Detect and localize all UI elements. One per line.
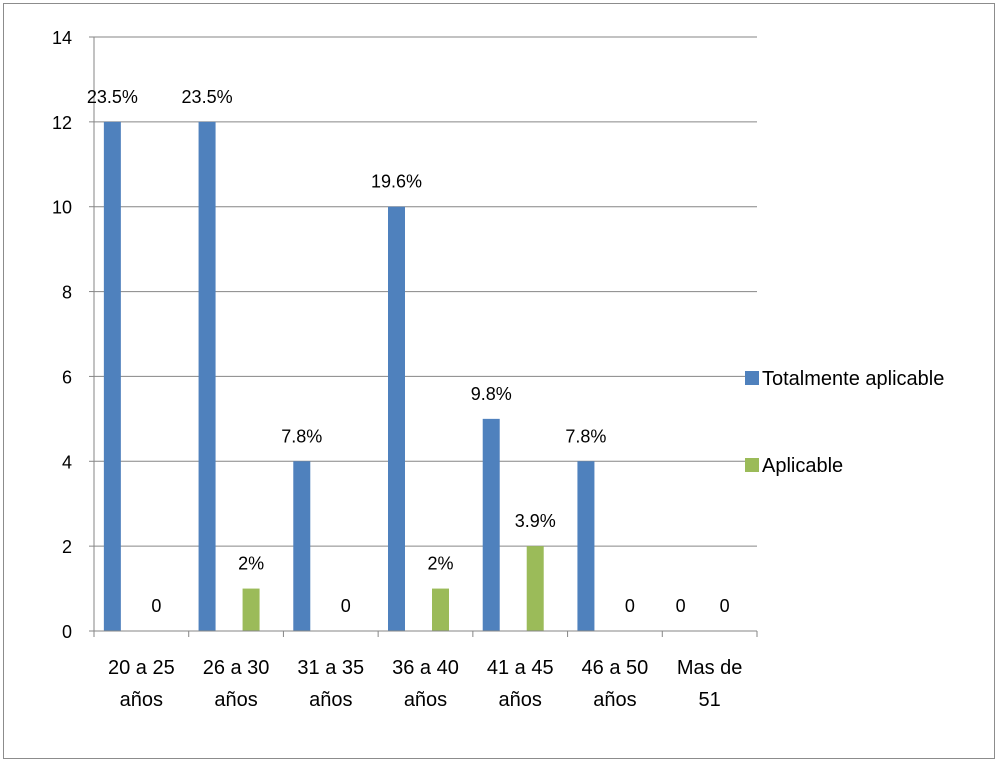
x-tick-label-line: 20 a 25 bbox=[108, 657, 175, 679]
data-label: 9.8% bbox=[471, 384, 512, 404]
x-tick-label-line: años bbox=[309, 689, 352, 711]
bar bbox=[242, 588, 260, 631]
legend: Totalmente aplicable Aplicable bbox=[745, 368, 944, 477]
bar bbox=[293, 461, 311, 631]
x-tick-label-line: 26 a 30 bbox=[203, 657, 270, 679]
y-tick-label: 6 bbox=[62, 367, 72, 387]
y-tick-label: 10 bbox=[52, 198, 72, 218]
y-tick-label: 8 bbox=[62, 283, 72, 303]
x-tick-label-line: Mas de bbox=[677, 657, 743, 679]
data-label: 2% bbox=[238, 554, 264, 574]
x-tick-label-line: 41 a 45 bbox=[487, 657, 554, 679]
y-tick-label: 12 bbox=[52, 113, 72, 133]
bars bbox=[103, 121, 595, 631]
gridlines bbox=[94, 36, 757, 547]
x-tick-label-line: años bbox=[120, 689, 163, 711]
legend-label: Totalmente aplicable bbox=[762, 368, 944, 390]
bar bbox=[526, 546, 544, 631]
bar bbox=[482, 418, 500, 631]
data-label: 0 bbox=[720, 596, 730, 616]
legend-swatch bbox=[745, 371, 759, 385]
x-tick-label-line: 46 a 50 bbox=[582, 657, 649, 679]
x-tick-label: 26 a 30 años bbox=[203, 657, 270, 711]
data-label: 7.8% bbox=[281, 426, 322, 446]
legend-label: Aplicable bbox=[762, 455, 843, 477]
data-labels: 23.5% 23.5% 7.8% 19.6% 9.8% 7.8% 0 0 2% 0 2% 3.9% 0 0 bbox=[87, 87, 730, 616]
x-tick-label: 31 a 35 años bbox=[297, 657, 364, 711]
x-tick-label-line: años bbox=[404, 689, 447, 711]
bar bbox=[432, 588, 449, 631]
chart-frame bbox=[3, 3, 995, 759]
bar bbox=[388, 206, 405, 631]
x-tick-label: 20 a 25 años bbox=[108, 657, 175, 711]
data-label: 7.8% bbox=[565, 426, 606, 446]
y-tick-label: 2 bbox=[62, 537, 72, 557]
data-label: 0 bbox=[341, 596, 351, 616]
data-label: 2% bbox=[427, 554, 453, 574]
y-tick-label: 4 bbox=[62, 452, 72, 472]
x-tick-label: 36 a 40 años bbox=[392, 657, 459, 711]
data-label: 23.5% bbox=[87, 87, 138, 107]
legend-swatch bbox=[745, 458, 759, 472]
x-tick-label-line: años bbox=[499, 689, 542, 711]
bar bbox=[198, 121, 216, 631]
x-tick-label: 46 a 50 años bbox=[582, 657, 649, 711]
x-tick-label-line: 31 a 35 bbox=[297, 657, 364, 679]
bar bbox=[103, 121, 121, 631]
x-tick-label: Mas de 51 bbox=[677, 657, 743, 711]
x-tick-label: 41 a 45 años bbox=[487, 657, 554, 711]
x-tick-label-line: años bbox=[593, 689, 636, 711]
x-tick-label-line: 36 a 40 bbox=[392, 657, 459, 679]
data-label: 23.5% bbox=[182, 87, 233, 107]
y-tick-label: 0 bbox=[62, 622, 72, 642]
x-tick-label-line: 51 bbox=[699, 689, 721, 711]
data-label: 0 bbox=[676, 596, 686, 616]
data-label: 19.6% bbox=[371, 172, 422, 192]
data-label: 3.9% bbox=[515, 511, 556, 531]
y-tick-label: 14 bbox=[52, 28, 72, 48]
data-label: 0 bbox=[625, 596, 635, 616]
bar bbox=[577, 461, 595, 631]
x-tick-label-line: años bbox=[214, 689, 257, 711]
data-label: 0 bbox=[151, 596, 161, 616]
